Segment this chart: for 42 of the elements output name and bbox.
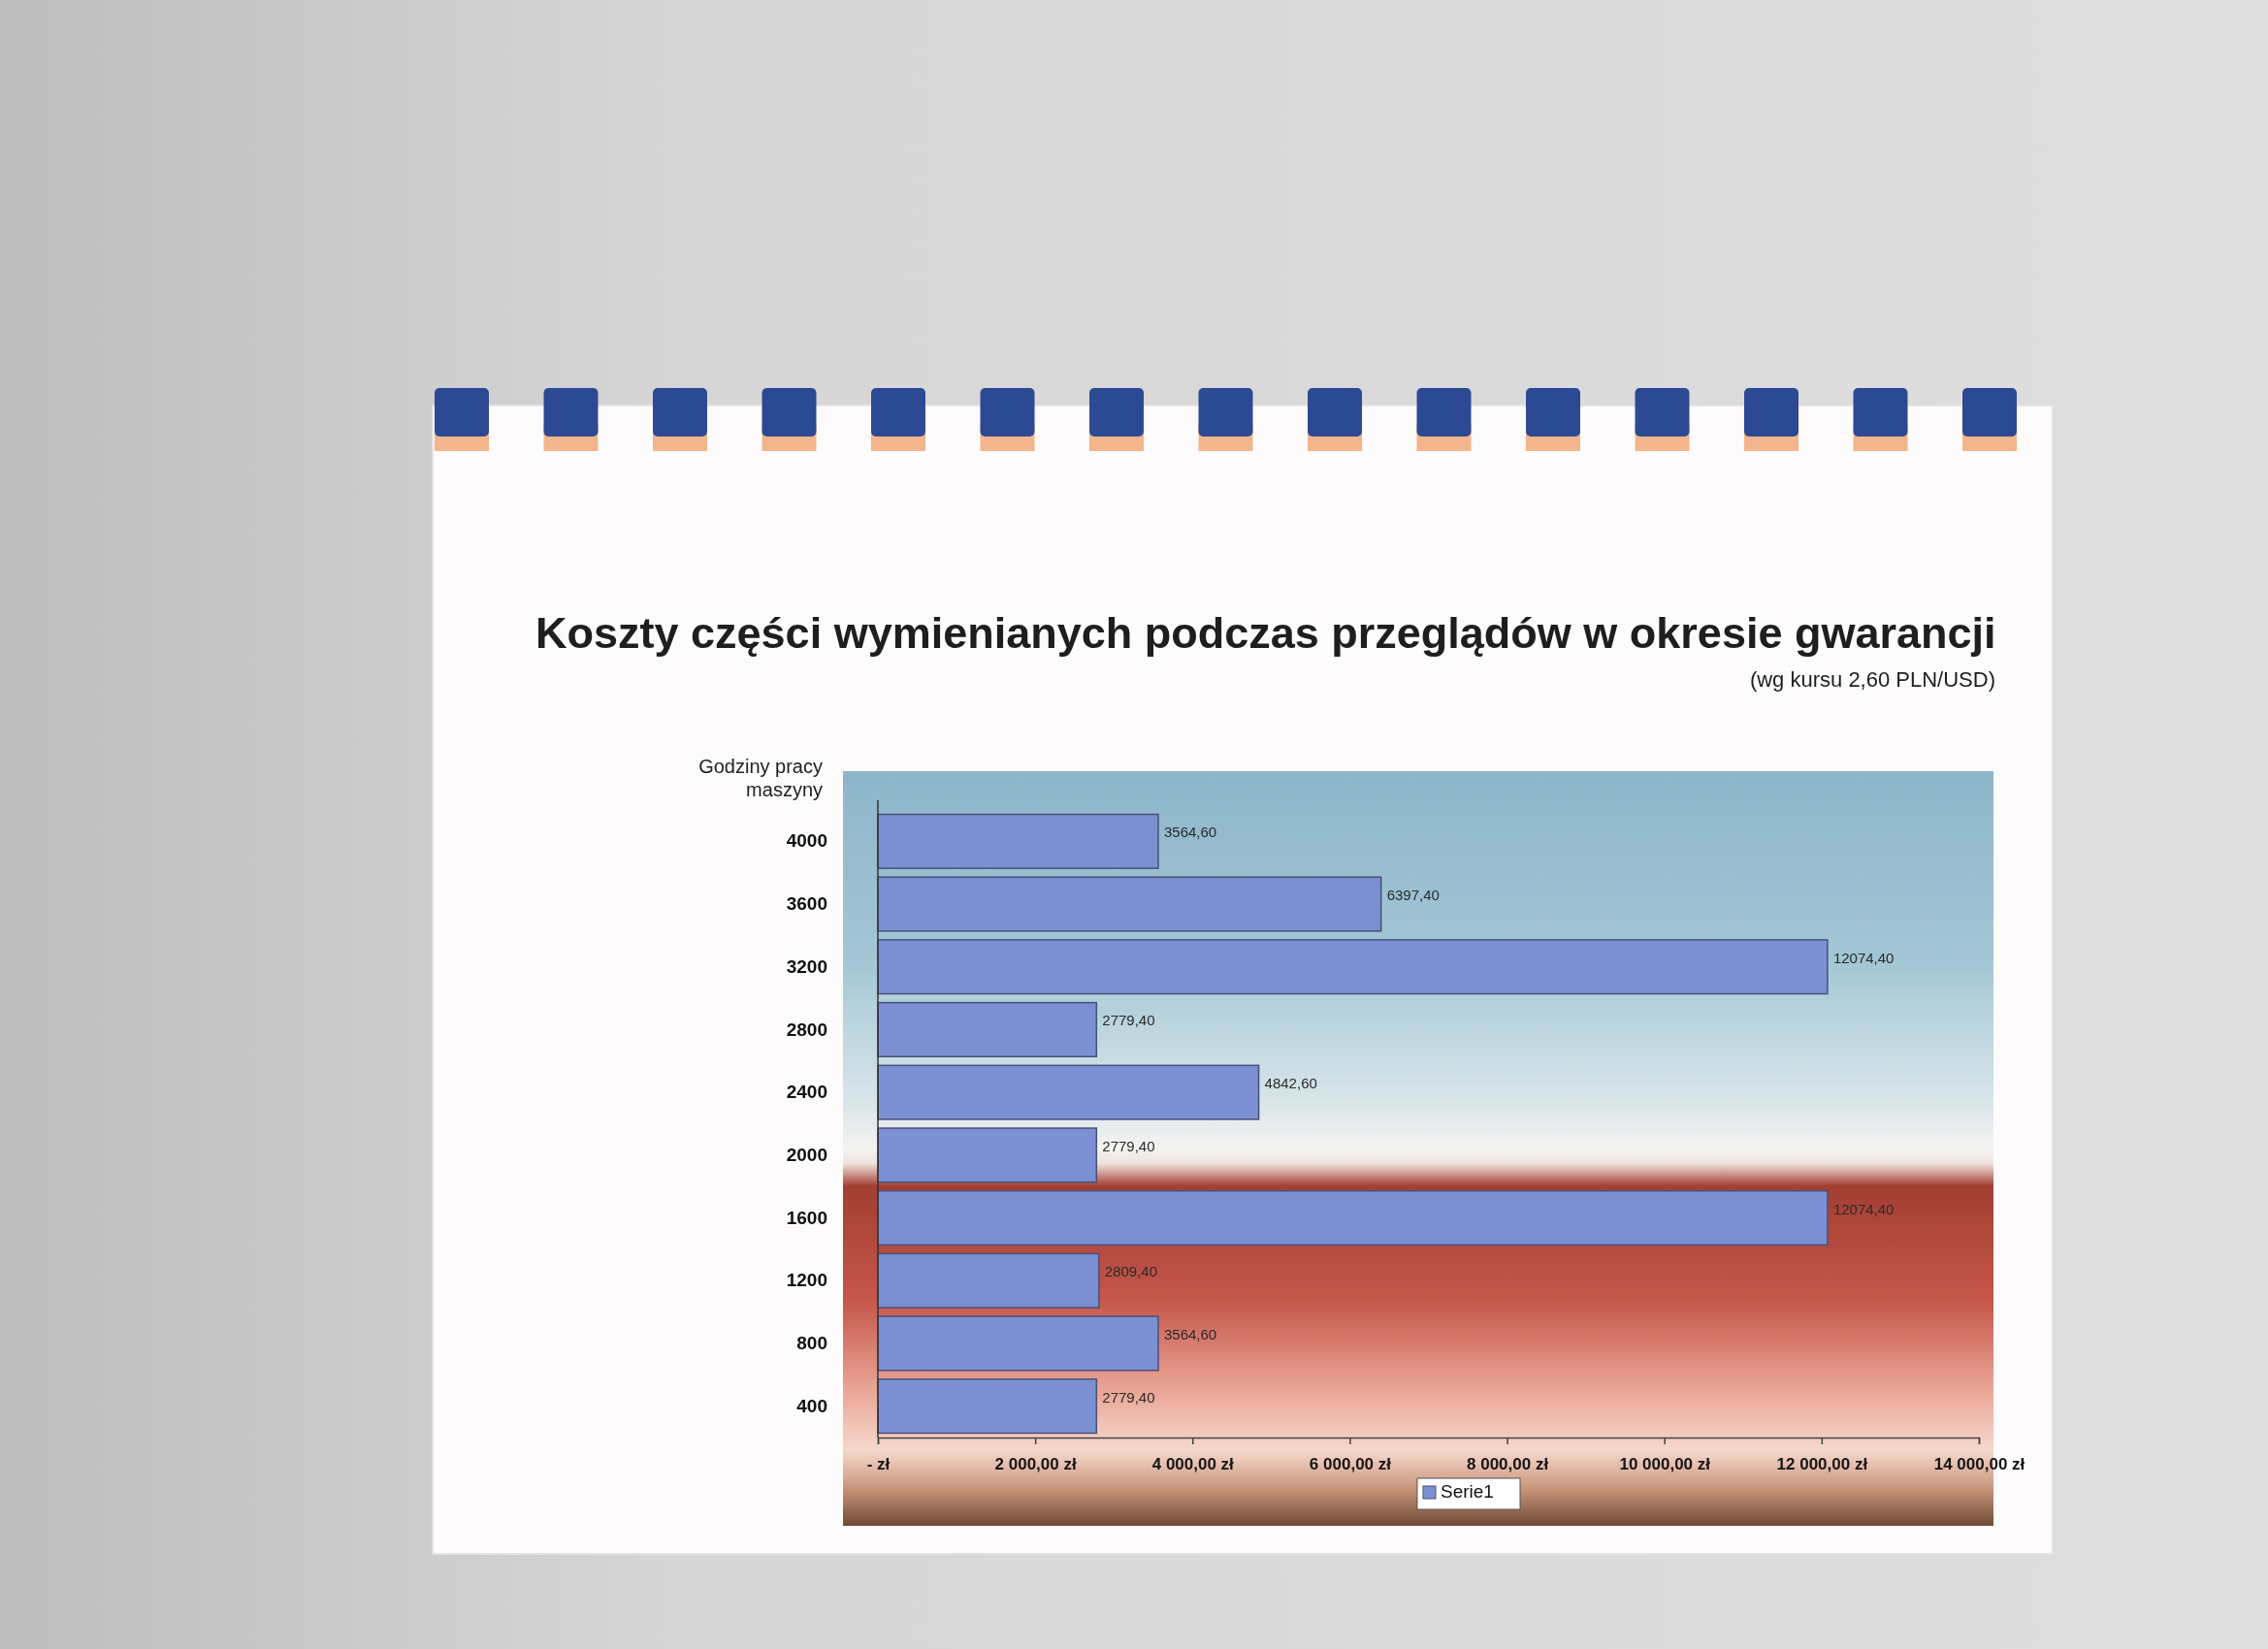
x-tick-label: 2 000,00 zł [994, 1455, 1077, 1474]
y-axis-title: Godziny pracy maszyny [697, 755, 823, 801]
chart-subtitle: (wg kursu 2,60 PLN/USD) [1749, 667, 1995, 692]
chart-title: Koszty części wymienianych podczas przeglądów w okresie gwarancji [535, 608, 1996, 658]
bar [877, 939, 1829, 995]
y-tick-label: 2800 [786, 1018, 827, 1040]
data-label: 4842,60 [1264, 1075, 1317, 1092]
bar [877, 1252, 1100, 1309]
y-tick-label: 2400 [786, 1082, 827, 1103]
bar [877, 876, 1382, 932]
data-label: 6397,40 [1386, 887, 1440, 904]
x-tick-label: - zł [866, 1455, 891, 1474]
data-label: 3564,60 [1163, 824, 1217, 841]
y-tick-label: 2000 [786, 1144, 827, 1165]
bar [877, 1127, 1098, 1183]
x-tick-label: 12 000,00 zł [1776, 1455, 1868, 1474]
y-tick-label: 3600 [786, 893, 827, 915]
data-label: 12074,40 [1832, 1200, 1895, 1217]
y-tick-label: 3200 [786, 955, 827, 977]
bar [877, 1189, 1829, 1246]
x-tick-label: 8 000,00 zł [1467, 1455, 1549, 1474]
x-tick-label: 4 000,00 zł [1151, 1455, 1235, 1474]
data-label: 12074,40 [1832, 949, 1895, 966]
x-tick-label: 14 000,00 zł [1933, 1455, 2025, 1474]
y-tick-label: 400 [796, 1395, 827, 1416]
y-tick-label: 4000 [786, 830, 827, 852]
y-tick-label: 1600 [786, 1207, 827, 1228]
legend-label: Serie1 [1441, 1481, 1494, 1502]
data-label: 2779,40 [1102, 1012, 1155, 1029]
bar [877, 1001, 1098, 1058]
bar [877, 1378, 1098, 1435]
x-tick-label: 10 000,00 zł [1619, 1455, 1711, 1474]
data-label: 2809,40 [1104, 1263, 1157, 1280]
y-tick-label: 800 [796, 1333, 827, 1354]
x-tick-label: 6 000,00 zł [1309, 1455, 1392, 1474]
bar [877, 1315, 1159, 1372]
data-label: 2779,40 [1102, 1137, 1155, 1154]
data-label: 3564,60 [1163, 1325, 1217, 1342]
bar [877, 813, 1159, 869]
bar [877, 1064, 1260, 1120]
y-tick-label: 1200 [786, 1270, 827, 1291]
data-label: 2779,40 [1102, 1388, 1155, 1406]
